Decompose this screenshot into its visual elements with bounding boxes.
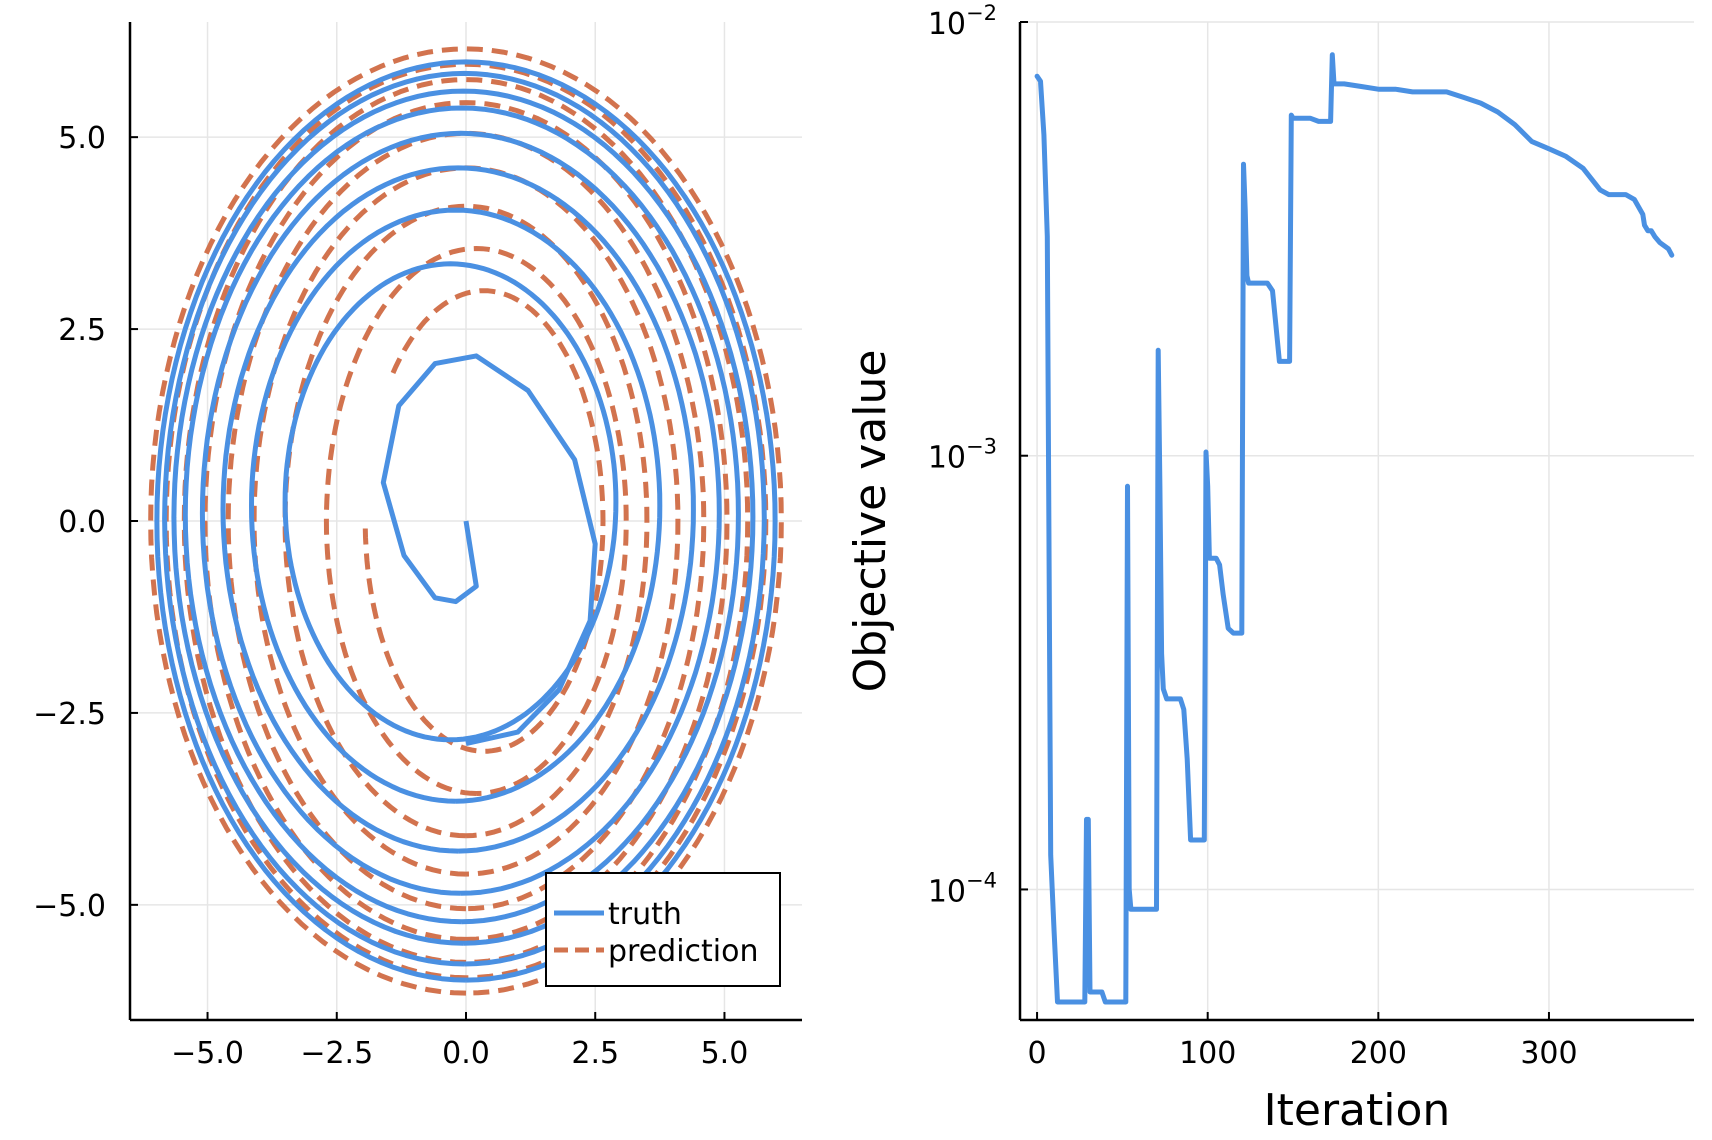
phase-plot-truth-loop <box>249 207 663 804</box>
objective-plot: 0 100 200 300 10−4 10−3 10−2 Iteration Objecti… <box>845 1 1694 1136</box>
objective-plot-x-tick-label: 0 <box>1028 1036 1047 1071</box>
phase-plot-y-tick-label: 0.0 <box>58 505 106 540</box>
phase-plot-truth-loop <box>162 70 767 967</box>
objective-plot-axes <box>1018 22 1694 1022</box>
phase-plot-ticks: −5.0 −2.5 0.0 2.5 5.0 −5.0 −2.5 0.0 2.5 5.0 <box>33 121 748 1071</box>
phase-plot-truth-loop <box>199 130 722 896</box>
phase-plot-truth-loop <box>182 105 741 925</box>
phase-plot-truth-loop <box>171 88 756 946</box>
y-axis-title: Objective value <box>845 350 896 693</box>
objective-plot-x-tick-label: 300 <box>1520 1036 1577 1071</box>
phase-plot-prediction-loop <box>282 203 650 839</box>
x-axis-title: Iteration <box>1264 1085 1451 1136</box>
legend-label-prediction: prediction <box>608 934 759 969</box>
objective-plot-x-tick-label: 200 <box>1350 1036 1407 1071</box>
phase-plot-prediction-loop <box>225 130 707 912</box>
objective-plot-line <box>1034 52 1675 1005</box>
legend-box <box>545 872 781 987</box>
phase-plot-y-tick-label: 5.0 <box>58 121 106 156</box>
phase-plot-truth-loop <box>154 59 778 983</box>
phase-plot-series <box>148 46 784 996</box>
phase-plot-y-tick-label: −5.0 <box>33 889 106 924</box>
phase-plot-y-tick-label: −2.5 <box>33 697 106 732</box>
objective-plot-y-tick-label: 10−4 <box>928 868 997 909</box>
phase-plot: −5.0 −2.5 0.0 2.5 5.0 −5.0 −2.5 0.0 2.5 5.0 truth… <box>33 22 802 1071</box>
phase-plot-prediction-loop <box>323 246 629 796</box>
objective-plot-y-tick-label: 10−3 <box>928 435 997 476</box>
legend-label-truth: truth <box>608 897 682 932</box>
legend: truth prediction <box>545 872 781 987</box>
phase-plot-x-tick-label: 0.0 <box>442 1036 490 1071</box>
phase-plot-x-tick-label: 2.5 <box>571 1036 619 1071</box>
objective-plot-x-tick-label: 100 <box>1179 1036 1236 1071</box>
phase-plot-x-tick-label: −2.5 <box>300 1036 373 1071</box>
phase-plot-prediction-loop <box>362 288 606 754</box>
phase-plot-truth-loop <box>282 261 619 743</box>
phase-plot-x-tick-label: 5.0 <box>701 1036 749 1071</box>
objective-plot-ticks: 0 100 200 300 10−4 10−3 10−2 <box>928 1 1578 1071</box>
phase-plot-prediction-loop <box>148 46 784 996</box>
phase-plot-prediction-loop <box>202 100 730 942</box>
phase-plot-x-tick-label: −5.0 <box>171 1036 244 1071</box>
phase-plot-y-tick-label: 2.5 <box>58 313 106 348</box>
objective-plot-series <box>1034 52 1675 1005</box>
phase-plot-truth-loop <box>220 165 696 854</box>
objective-plot-y-tick-label: 10−2 <box>928 1 997 42</box>
